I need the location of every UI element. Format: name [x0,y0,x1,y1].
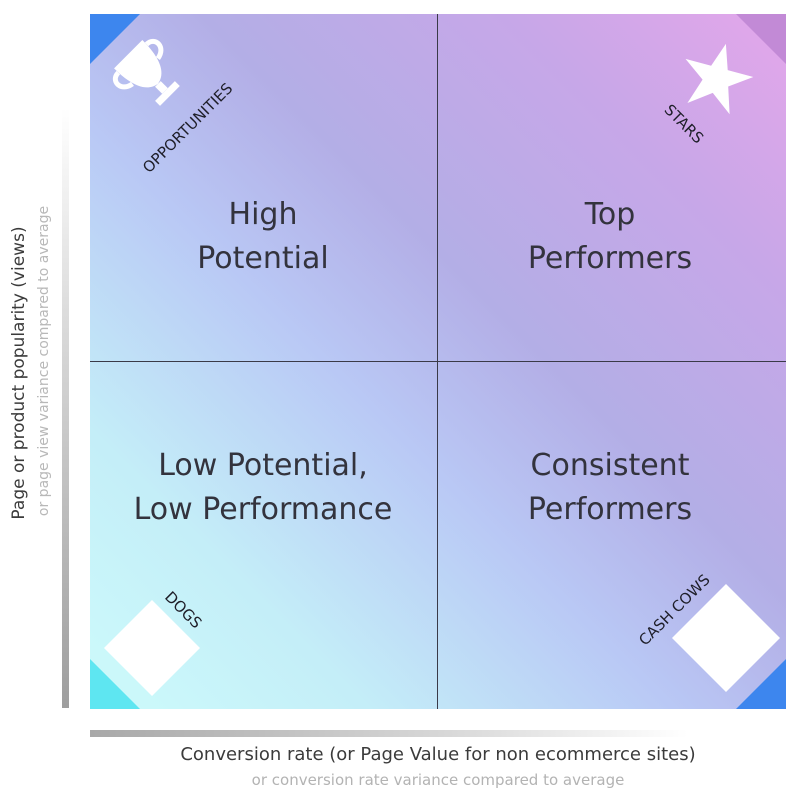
horizontal-divider [90,361,786,362]
quadrant-title-high-potential: High Potential [197,197,329,276]
cow-icon [672,584,780,692]
quadrant-title-consistent-performers: Consistent Performers [527,448,693,527]
y-axis-title: Page or product popularity (views) [9,226,29,520]
x-axis-bar [90,730,688,737]
y-axis-subtitle: or page view variance compared to averag… [36,205,52,517]
quadrant-title-low-performance: Low Potential, Low Performance [133,448,393,527]
dog-icon [104,600,200,696]
x-axis-title: Conversion rate (or Page Value for non e… [180,744,696,765]
quadrant-matrix: High Potential Top Performers Low Potent… [90,14,786,709]
quadrant-title-top-performers: Top Performers [527,197,693,276]
y-axis-bar [62,108,69,708]
trophy-icon [112,38,180,106]
corner-accent-top-right [736,14,786,64]
star-icon [685,43,754,115]
x-axis-subtitle: or conversion rate variance compared to … [251,771,625,789]
